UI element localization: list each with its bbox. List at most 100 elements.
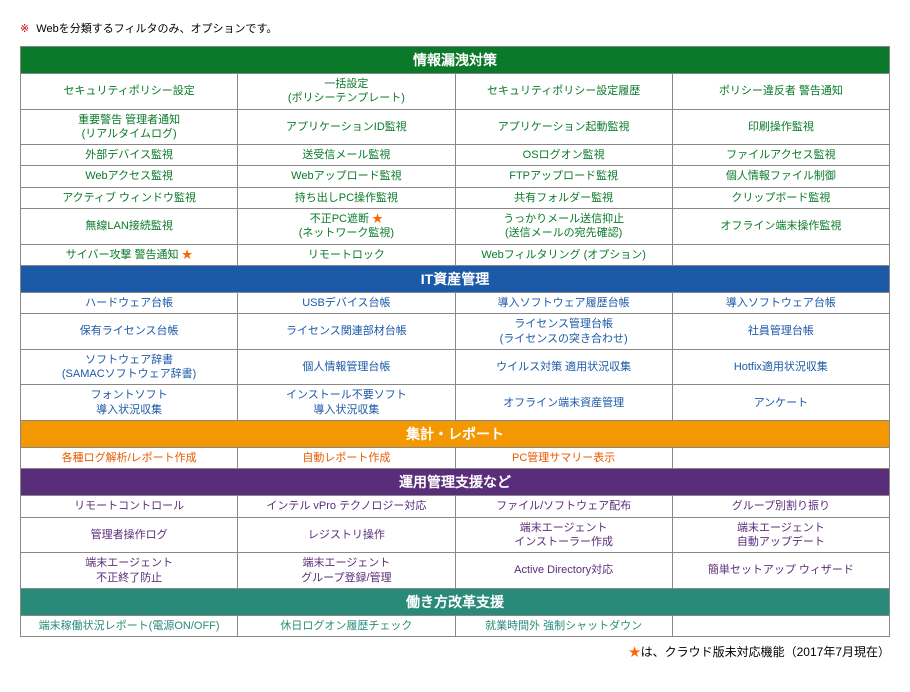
feature-cell: インストール不要ソフト導入状況収集 — [238, 385, 455, 421]
table-row: Webアクセス監視Webアップロード監視FTPアップロード監視個人情報ファイル制… — [21, 166, 890, 187]
table-row: 保有ライセンス台帳ライセンス関連部材台帳ライセンス管理台帳(ライセンスの突き合わ… — [21, 314, 890, 350]
feature-cell: 印刷操作監視 — [672, 109, 889, 145]
feature-cell: うっかりメール送信抑止(送信メールの宛先確認) — [455, 209, 672, 245]
section-title: 集計・レポート — [21, 421, 890, 448]
star-icon: ★ — [372, 213, 383, 225]
feature-cell: 自動レポート作成 — [238, 448, 455, 469]
top-note: ※ Webを分類するフィルタのみ、オプションです。 — [20, 20, 890, 36]
feature-cell: 端末エージェント不正終了防止 — [21, 553, 238, 589]
feature-cell: 共有フォルダー監視 — [455, 187, 672, 208]
feature-cell: 個人情報ファイル制御 — [672, 166, 889, 187]
table-row: ハードウェア台帳USBデバイス台帳導入ソフトウェア履歴台帳導入ソフトウェア台帳 — [21, 292, 890, 313]
table-row: 管理者操作ログレジストリ操作端末エージェントインストーラー作成端末エージェント自… — [21, 517, 890, 553]
feature-cell: サイバー攻撃 警告通知 ★ — [21, 244, 238, 265]
feature-cell: Active Directory対応 — [455, 553, 672, 589]
table-row: 外部デバイス監視送受信メール監視OSログオン監視ファイルアクセス監視 — [21, 145, 890, 166]
feature-cell: 保有ライセンス台帳 — [21, 314, 238, 350]
feature-cell: Webアクセス監視 — [21, 166, 238, 187]
table-row: 無線LAN接続監視不正PC遮断 ★(ネットワーク監視)うっかりメール送信抑止(送… — [21, 209, 890, 245]
feature-cell: ハードウェア台帳 — [21, 292, 238, 313]
feature-cell: PC管理サマリー表示 — [455, 448, 672, 469]
feature-cell: アンケート — [672, 385, 889, 421]
section-header: 働き方改革支援 — [21, 588, 890, 615]
section-header: 運用管理支援など — [21, 469, 890, 496]
feature-cell: 外部デバイス監視 — [21, 145, 238, 166]
table-container: 情報漏洩対策セキュリティポリシー設定一括設定(ポリシーテンプレート)セキュリティ… — [20, 46, 890, 637]
feature-cell: 重要警告 管理者通知(リアルタイムログ) — [21, 109, 238, 145]
feature-cell — [672, 244, 889, 265]
feature-cell: FTPアップロード監視 — [455, 166, 672, 187]
table-row: ソフトウェア辞書(SAMACソフトウェア辞書)個人情報管理台帳ウイルス対策 適用… — [21, 349, 890, 385]
feature-cell: 端末エージェント自動アップデート — [672, 517, 889, 553]
section-header: IT資産管理 — [21, 265, 890, 292]
feature-cell: 持ち出しPC操作監視 — [238, 187, 455, 208]
note-text: Webを分類するフィルタのみ、オプションです。 — [36, 23, 277, 35]
feature-cell: オフライン端末操作監視 — [672, 209, 889, 245]
feature-cell: 端末エージェントグループ登録/管理 — [238, 553, 455, 589]
table-row: リモートコントロールインテル vPro テクノロジー対応ファイル/ソフトウェア配… — [21, 496, 890, 517]
feature-cell: 管理者操作ログ — [21, 517, 238, 553]
table-row: アクティブ ウィンドウ監視持ち出しPC操作監視共有フォルダー監視クリップボード監… — [21, 187, 890, 208]
star-icon: ★ — [182, 249, 193, 261]
table-row: 端末稼働状況レポート(電源ON/OFF)休日ログオン履歴チェック就業時間外 強制… — [21, 615, 890, 636]
feature-cell: 個人情報管理台帳 — [238, 349, 455, 385]
table-row: サイバー攻撃 警告通知 ★リモートロックWebフィルタリング (オプション) — [21, 244, 890, 265]
feature-cell: 休日ログオン履歴チェック — [238, 615, 455, 636]
feature-cell: アプリケーション起動監視 — [455, 109, 672, 145]
feature-cell: 導入ソフトウェア履歴台帳 — [455, 292, 672, 313]
feature-cell: USBデバイス台帳 — [238, 292, 455, 313]
table-row: フォントソフト導入状況収集インストール不要ソフト導入状況収集オフライン端末資産管… — [21, 385, 890, 421]
feature-cell: 各種ログ解析/レポート作成 — [21, 448, 238, 469]
section-title: IT資産管理 — [21, 265, 890, 292]
feature-cell: リモートコントロール — [21, 496, 238, 517]
feature-cell — [672, 448, 889, 469]
star-icon: ★ — [629, 645, 641, 659]
feature-table: 情報漏洩対策セキュリティポリシー設定一括設定(ポリシーテンプレート)セキュリティ… — [20, 46, 890, 637]
section-title: 運用管理支援など — [21, 469, 890, 496]
table-row: セキュリティポリシー設定一括設定(ポリシーテンプレート)セキュリティポリシー設定… — [21, 74, 890, 110]
feature-cell: レジストリ操作 — [238, 517, 455, 553]
feature-cell: ライセンス関連部材台帳 — [238, 314, 455, 350]
feature-cell: 無線LAN接続監視 — [21, 209, 238, 245]
feature-cell: ウイルス対策 適用状況収集 — [455, 349, 672, 385]
feature-cell: 導入ソフトウェア台帳 — [672, 292, 889, 313]
feature-cell: アクティブ ウィンドウ監視 — [21, 187, 238, 208]
feature-cell: ファイル/ソフトウェア配布 — [455, 496, 672, 517]
feature-cell: クリップボード監視 — [672, 187, 889, 208]
feature-cell: アプリケーションID監視 — [238, 109, 455, 145]
feature-cell: 端末稼働状況レポート(電源ON/OFF) — [21, 615, 238, 636]
feature-cell: グループ別割り振り — [672, 496, 889, 517]
section-title: 働き方改革支援 — [21, 588, 890, 615]
feature-cell: Webフィルタリング (オプション) — [455, 244, 672, 265]
feature-cell: Webアップロード監視 — [238, 166, 455, 187]
feature-cell: リモートロック — [238, 244, 455, 265]
feature-cell: 端末エージェントインストーラー作成 — [455, 517, 672, 553]
footer-note: ★は、クラウド版未対応機能（2017年7月現在） — [20, 643, 890, 660]
feature-cell: 就業時間外 強制シャットダウン — [455, 615, 672, 636]
feature-cell: 簡単セットアップ ウィザード — [672, 553, 889, 589]
feature-cell: ポリシー違反者 警告通知 — [672, 74, 889, 110]
section-header: 集計・レポート — [21, 421, 890, 448]
feature-cell: オフライン端末資産管理 — [455, 385, 672, 421]
feature-cell: インテル vPro テクノロジー対応 — [238, 496, 455, 517]
feature-cell: セキュリティポリシー設定履歴 — [455, 74, 672, 110]
table-row: 各種ログ解析/レポート作成自動レポート作成PC管理サマリー表示 — [21, 448, 890, 469]
feature-cell: 送受信メール監視 — [238, 145, 455, 166]
feature-cell: 不正PC遮断 ★(ネットワーク監視) — [238, 209, 455, 245]
footer-text: は、クラウド版未対応機能（2017年7月現在） — [641, 645, 890, 659]
table-row: 端末エージェント不正終了防止端末エージェントグループ登録/管理Active Di… — [21, 553, 890, 589]
section-title: 情報漏洩対策 — [21, 47, 890, 74]
feature-cell: Hotfix適用状況収集 — [672, 349, 889, 385]
feature-cell: セキュリティポリシー設定 — [21, 74, 238, 110]
table-row: 重要警告 管理者通知(リアルタイムログ)アプリケーションID監視アプリケーション… — [21, 109, 890, 145]
note-symbol: ※ — [20, 23, 29, 35]
section-header: 情報漏洩対策 — [21, 47, 890, 74]
feature-cell: ソフトウェア辞書(SAMACソフトウェア辞書) — [21, 349, 238, 385]
feature-cell: ライセンス管理台帳(ライセンスの突き合わせ) — [455, 314, 672, 350]
feature-cell — [672, 615, 889, 636]
feature-cell: 社員管理台帳 — [672, 314, 889, 350]
feature-cell: OSログオン監視 — [455, 145, 672, 166]
feature-cell: 一括設定(ポリシーテンプレート) — [238, 74, 455, 110]
feature-cell: フォントソフト導入状況収集 — [21, 385, 238, 421]
feature-cell: ファイルアクセス監視 — [672, 145, 889, 166]
